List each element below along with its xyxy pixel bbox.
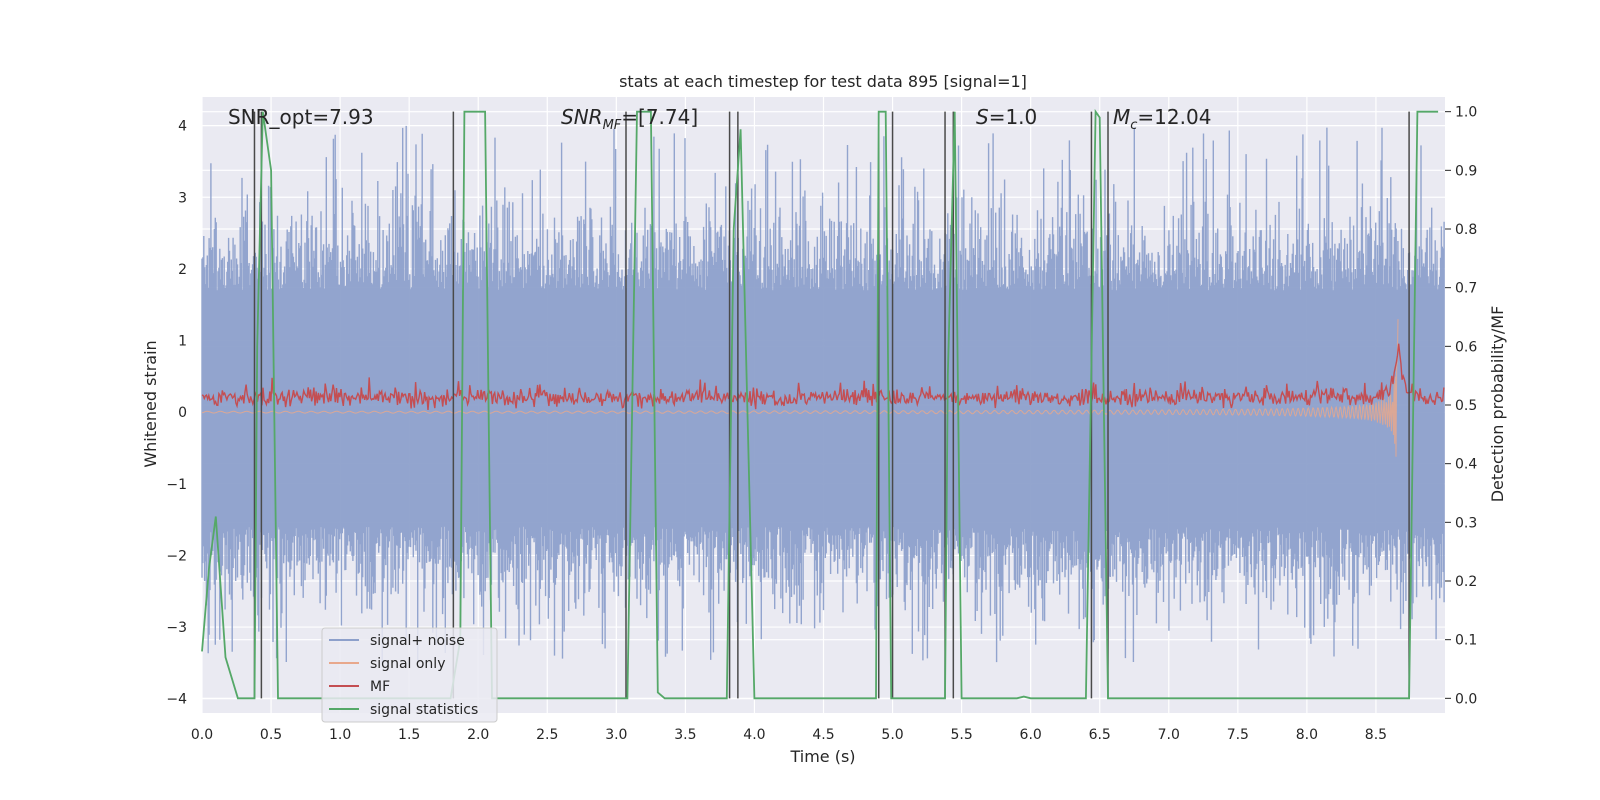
x-tick-label: 1.0	[329, 727, 351, 743]
y2-axis-label: Detection probability/MF	[1488, 306, 1507, 503]
y-tick-labels: −4 −3 −2 −1 0 1 2 3 4	[166, 119, 187, 708]
annotation-mc-main: M	[1113, 105, 1130, 129]
series-signal-only	[201, 319, 1399, 457]
legend: signal+ noise signal only MF signal stat…	[321, 627, 498, 723]
y-tick-label: 2	[178, 262, 187, 278]
legend-label-signal-only: signal only	[370, 656, 445, 672]
series-signal-statistics	[201, 108, 1439, 700]
legend-label-signal-statistics: signal statistics	[370, 702, 478, 718]
y2-tick-label: 0.4	[1455, 457, 1477, 473]
x-tick-label: 2.5	[536, 727, 558, 743]
annotation-mc: Mc=12.04	[1113, 105, 1211, 133]
x-tick-label: 0.0	[191, 727, 213, 743]
x-tick-label: 3.5	[674, 727, 696, 743]
series-mf	[201, 343, 1445, 411]
x-tick-label: 1.5	[398, 727, 420, 743]
y-tick-label: 0	[178, 405, 187, 421]
annotation-snr-mf: SNRMF=[7.74]	[561, 105, 698, 133]
x-tick-label: 6.0	[1020, 727, 1042, 743]
signal-statistics-line	[201, 108, 1439, 700]
legend-label-mf: MF	[370, 679, 390, 695]
y2-tick-label: 1.0	[1455, 105, 1477, 121]
y2-tick-label: 0.8	[1455, 222, 1477, 238]
annotation-mc-value: =12.04	[1137, 105, 1211, 129]
y-tick-label: 4	[178, 119, 187, 135]
y2-tick-label: 0.1	[1455, 633, 1477, 649]
x-tick-label: 7.0	[1158, 727, 1180, 743]
annotation-snr-mf-main: SNR	[561, 105, 603, 129]
x-tick-label: 2.0	[467, 727, 489, 743]
x-tick-label: 6.5	[1089, 727, 1111, 743]
mf-line	[201, 343, 1445, 411]
signal-only-line	[201, 319, 1399, 457]
annotation-s: S=1.0	[976, 105, 1037, 129]
y2-tick-label: 0.6	[1455, 339, 1477, 355]
annotation-snr-mf-value: =[7.74]	[621, 105, 698, 129]
y-tick-label: 1	[178, 334, 187, 350]
x-tick-label: 5.0	[881, 727, 903, 743]
y2-tick-label: 0.0	[1455, 691, 1477, 707]
x-tick-labels: 0.0 0.5 1.0 1.5 2.0 2.5 3.0 3.5 4.0 4.5 5.0 5.5 6.0 6…	[191, 727, 1387, 743]
y2-tick-label: 0.7	[1455, 281, 1477, 297]
x-tick-label: 3.0	[605, 727, 627, 743]
annotation-s-value: =1.0	[989, 105, 1038, 129]
y2-tick-label: 0.2	[1455, 574, 1477, 590]
x-tick-label: 4.5	[812, 727, 834, 743]
y-tick-label: −1	[166, 477, 187, 493]
chart-title: stats at each timestep for test data 895…	[619, 72, 1027, 91]
annotation-snr-mf-sub: MF	[603, 118, 622, 133]
annotation-s-main: S	[976, 105, 989, 129]
annotation-mc-sub: c	[1130, 118, 1137, 133]
legend-label-signal-noise: signal+ noise	[370, 633, 465, 649]
x-tick-label: 8.5	[1365, 727, 1387, 743]
x-axis-label: Time (s)	[789, 747, 855, 766]
x-tick-label: 4.0	[743, 727, 765, 743]
y-tick-label: −3	[166, 620, 187, 636]
y-axis-label: Whitened strain	[141, 340, 160, 467]
x-tick-label: 5.5	[950, 727, 972, 743]
annotation-snr-opt: SNR_opt=7.93	[228, 105, 374, 129]
y-tick-label: −4	[166, 692, 187, 708]
y-tick-label: 3	[178, 190, 187, 206]
x-tick-label: 7.5	[1227, 727, 1249, 743]
legend-box	[321, 627, 498, 723]
y-tick-label: −2	[166, 548, 187, 564]
x-tick-label: 8.0	[1296, 727, 1318, 743]
y2-tick-labels: 0.0 0.1 0.2 0.3 0.4 0.5 0.6 0.7 0.8 0.9 1.0	[1445, 105, 1477, 707]
x-tick-label: 0.5	[260, 727, 282, 743]
y2-tick-label: 0.5	[1455, 398, 1477, 414]
y2-tick-label: 0.3	[1455, 515, 1477, 531]
y2-tick-label: 0.9	[1455, 163, 1477, 179]
